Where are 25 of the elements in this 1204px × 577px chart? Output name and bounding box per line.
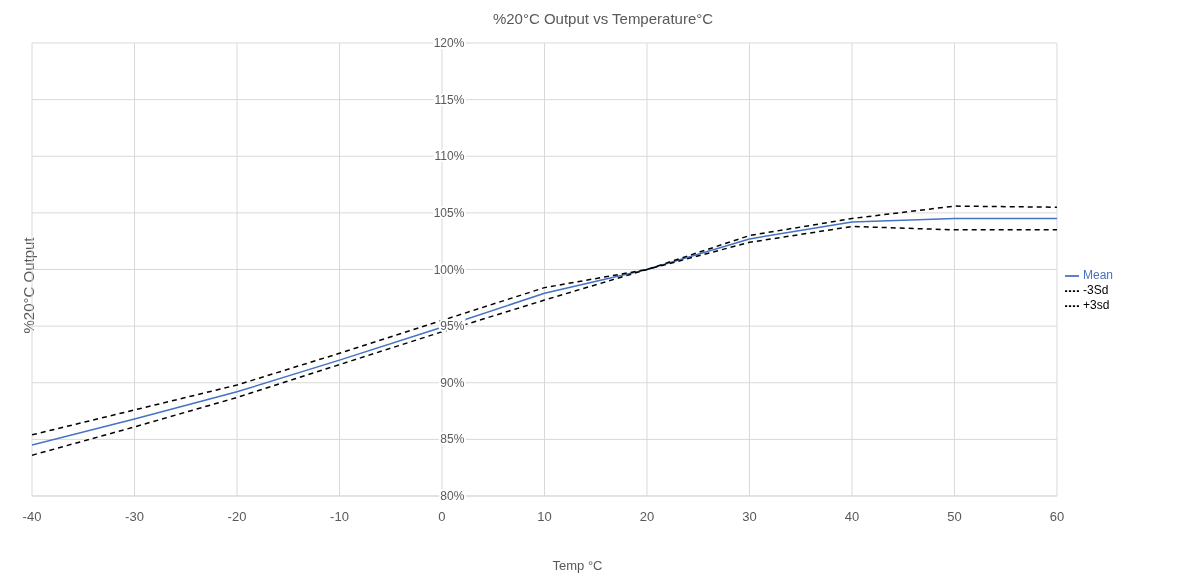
y-tick-label: 90% — [440, 375, 465, 390]
x-tick-label: -40 — [22, 509, 42, 525]
x-tick-label: 40 — [844, 509, 860, 525]
y-tick-label: 115% — [434, 92, 465, 107]
y-tick-label: 110% — [434, 149, 465, 164]
x-tick-label: -10 — [330, 509, 349, 525]
x-tick-label: 60 — [1049, 509, 1065, 525]
legend-label: +3sd — [1082, 297, 1110, 312]
x-tick-label: 10 — [537, 509, 552, 525]
x-tick-label: 0 — [438, 509, 446, 525]
y-axis-title: %20°C Output — [19, 237, 37, 334]
chart-title: %20°C Output vs Temperature°C — [491, 10, 715, 27]
x-tick-label: 50 — [947, 509, 962, 525]
x-tick-label: 20 — [639, 509, 655, 525]
y-tick-label: 120% — [433, 36, 465, 50]
legend-label: Mean — [1082, 268, 1113, 283]
y-tick-label: 80% — [440, 489, 465, 503]
y-tick-label: 105% — [433, 205, 465, 220]
y-tick-label: 100% — [433, 262, 465, 277]
x-tick-label: 30 — [742, 509, 757, 525]
y-tick-label: 85% — [440, 432, 465, 447]
x-tick-label: -30 — [125, 509, 144, 525]
x-axis-title: Temp °C — [551, 558, 604, 573]
x-tick-label: -20 — [227, 509, 247, 525]
legend-label: -3Sd — [1082, 283, 1109, 298]
